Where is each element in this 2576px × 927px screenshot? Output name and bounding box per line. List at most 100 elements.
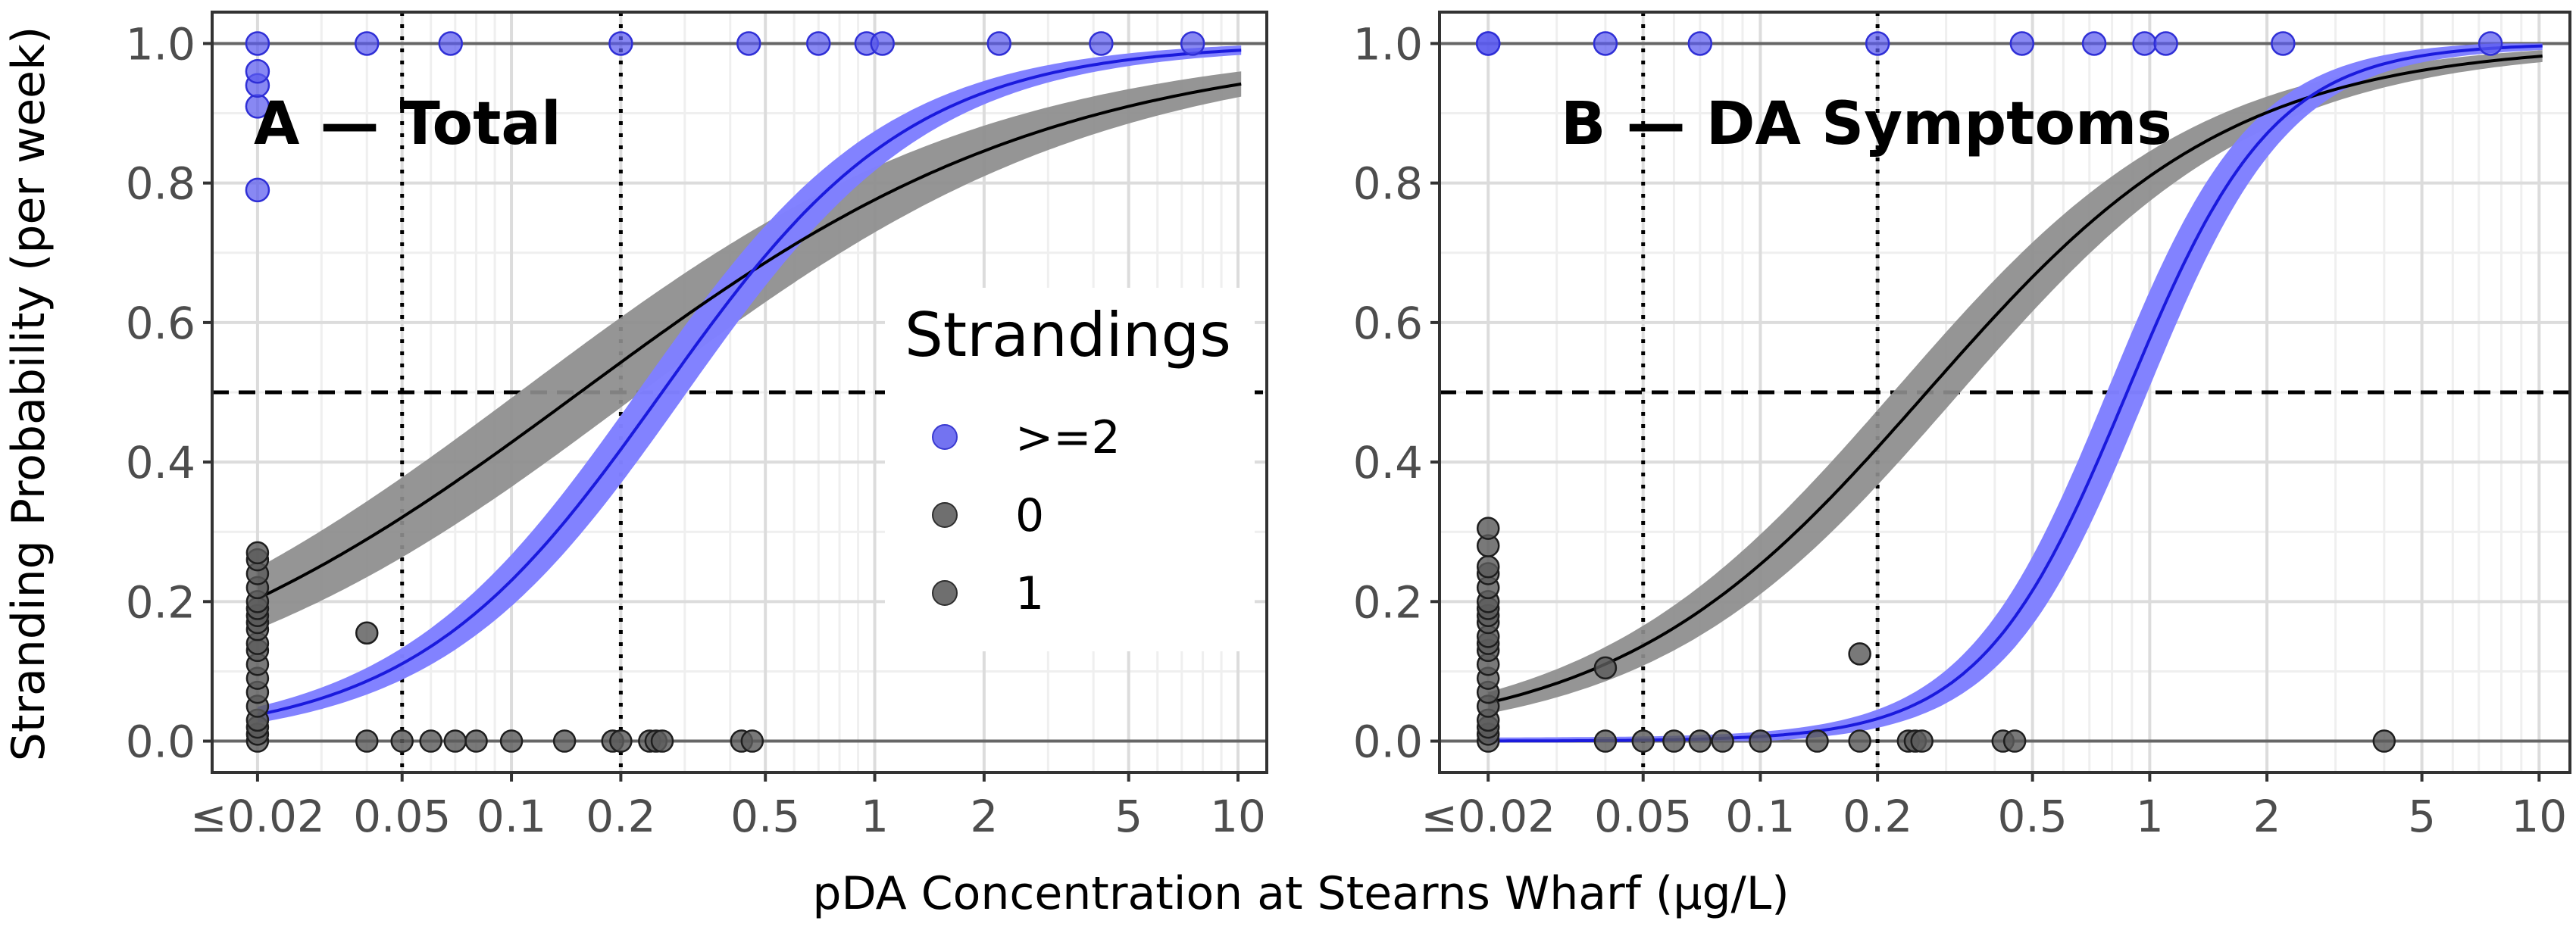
- data-point-blue: [2153, 31, 2178, 56]
- data-point-blue: [245, 59, 270, 84]
- fit-curve-blue: [257, 48, 1242, 716]
- data-point-blue: [354, 31, 380, 56]
- data-point-gray: [499, 729, 524, 753]
- data-point-gray: [609, 729, 633, 753]
- panel-a-x-ticks: ≤0.02 0.05 0.1 0.2 0.5 1 2 5 10: [190, 772, 1266, 842]
- legend-key-1: [932, 580, 958, 606]
- x-tick-label: 10: [1210, 791, 1266, 842]
- data-point-gray: [650, 729, 674, 753]
- data-point-blue: [2009, 31, 2035, 56]
- data-point-blue: [1180, 31, 1205, 56]
- data-point-gray: [1749, 729, 1772, 753]
- data-point-gray: [552, 729, 577, 753]
- data-point-blue: [1865, 31, 1890, 56]
- data-point-gray: [1593, 729, 1618, 753]
- x-tick-label: 5: [1114, 791, 1143, 842]
- data-point-gray: [2002, 729, 2027, 753]
- x-tick-label: 0.5: [1998, 791, 2068, 842]
- panel-a-title: A — Total: [254, 90, 561, 158]
- y-tick-label: 0.4: [1353, 437, 1423, 488]
- legend-label-1: 1: [1015, 567, 1044, 620]
- data-point-blue: [608, 31, 633, 56]
- data-point-blue: [736, 31, 761, 56]
- data-point-gray: [2372, 729, 2396, 753]
- legend-title: Strandings: [905, 300, 1231, 370]
- y-tick-label: 0.2: [1353, 576, 1423, 628]
- data-point-gray: [245, 541, 270, 565]
- y-tick-label: 0.6: [1353, 298, 1423, 349]
- data-point-blue: [2271, 31, 2296, 56]
- data-point-gray: [464, 729, 488, 753]
- x-tick-label: 5: [2408, 791, 2436, 842]
- data-point-blue: [1475, 31, 1501, 56]
- x-tick-label: 0.5: [730, 791, 800, 842]
- data-point-blue: [1687, 31, 1713, 56]
- panel-a-fit-curves: [257, 48, 1242, 716]
- y-tick-label: 0.2: [126, 576, 195, 628]
- panel-a-y-ticks: 0.0 0.2 0.4 0.6 0.8 1.0: [126, 18, 212, 768]
- x-tick-label: 0.2: [586, 791, 655, 842]
- ci-band-blue: [1488, 43, 2543, 741]
- legend-key-0: [932, 502, 958, 528]
- panel-b-y-ticks: 0.0 0.2 0.4 0.6 0.8 1.0: [1353, 18, 1440, 768]
- x-tick-label: 2: [2253, 791, 2281, 842]
- y-tick-label: 0.4: [126, 437, 195, 488]
- data-point-gray: [1593, 656, 1618, 680]
- data-point-gray: [1848, 642, 1871, 666]
- data-point-gray: [390, 729, 414, 753]
- x-tick-label: 0.1: [1725, 791, 1795, 842]
- y-tick-label: 0.8: [1353, 158, 1423, 210]
- data-point-gray: [1711, 729, 1734, 753]
- x-tick-label: ≤0.02: [1421, 791, 1555, 842]
- x-tick-label: 0.05: [1594, 791, 1692, 842]
- legend-label-ge2: >=2: [1015, 411, 1121, 464]
- y-tick-label: 1.0: [126, 18, 195, 70]
- data-point-blue: [2132, 31, 2157, 56]
- data-point-gray: [419, 729, 442, 753]
- data-point-gray: [1688, 729, 1712, 753]
- fit-curve-black: [1487, 55, 2543, 705]
- data-point-gray: [1848, 729, 1871, 753]
- data-point-blue: [245, 177, 270, 203]
- data-point-blue: [2478, 31, 2503, 56]
- x-tick-label: 0.1: [477, 791, 546, 842]
- x-tick-label: 0.2: [1843, 791, 1912, 842]
- data-point-blue: [806, 31, 831, 56]
- data-point-blue: [986, 31, 1011, 56]
- data-point-blue: [245, 31, 270, 56]
- legend-label-0: 0: [1015, 489, 1044, 542]
- x-tick-label: 2: [970, 791, 998, 842]
- x-tick-label: 0.05: [353, 791, 451, 842]
- data-point-blue: [870, 31, 895, 56]
- y-tick-label: 0.0: [1353, 716, 1423, 768]
- y-tick-label: 0.8: [126, 158, 195, 210]
- panel-b-points: [1475, 31, 2503, 753]
- y-axis-title: Stranding Probability (per week): [2, 27, 55, 761]
- data-point-blue: [1593, 31, 1618, 56]
- data-point-gray: [1805, 729, 1829, 753]
- ci-band-gray: [1488, 50, 2543, 714]
- y-tick-label: 1.0: [1353, 18, 1423, 70]
- panel-a-points: [245, 31, 1205, 753]
- x-tick-label: ≤0.02: [190, 791, 325, 842]
- data-point-gray: [1662, 729, 1686, 753]
- data-point-gray: [355, 729, 379, 753]
- data-point-gray: [1476, 555, 1500, 579]
- data-point-gray: [355, 621, 379, 645]
- x-tick-label: 10: [2511, 791, 2567, 842]
- data-point-gray: [1631, 729, 1655, 753]
- panel-b-border: [1438, 11, 2571, 774]
- panel-a-border: [211, 11, 1268, 774]
- panel-b-title: B — DA Symptoms: [1561, 90, 2172, 158]
- data-point-blue: [1089, 31, 1114, 56]
- y-tick-label: 0.0: [126, 716, 195, 768]
- ci-band-gray: [257, 71, 1242, 629]
- panel-a-confidence-bands: [257, 45, 1242, 723]
- data-point-blue: [2081, 31, 2107, 56]
- data-point-gray: [443, 729, 467, 753]
- x-axis-title: pDA Concentration at Stearns Wharf (µg/L…: [812, 867, 1789, 920]
- data-point-gray: [1476, 517, 1500, 540]
- data-point-blue: [438, 31, 463, 56]
- panel-b-x-ticks: ≤0.02 0.05 0.1 0.2 0.5 1 2 5 10: [1421, 772, 2567, 842]
